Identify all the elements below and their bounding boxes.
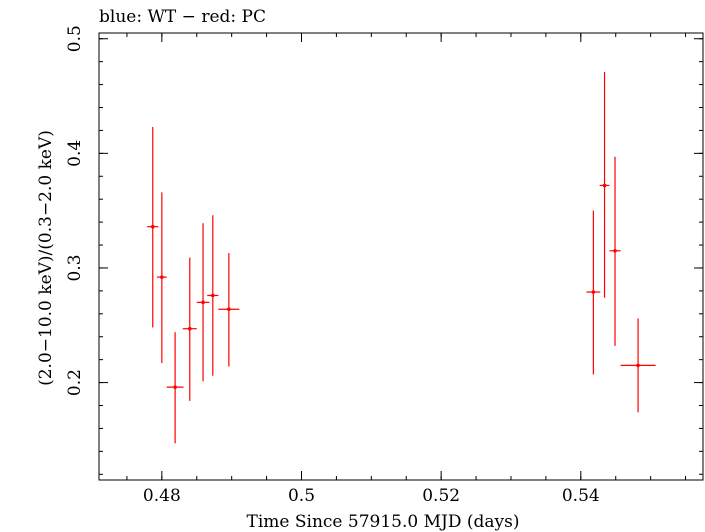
data-point	[586, 210, 601, 375]
y-axis-label: (2.0−10.0 keV)/(0.3−2.0 keV)	[36, 130, 56, 386]
data-point	[182, 257, 197, 401]
x-tick-label: 0.52	[422, 486, 460, 506]
data-point	[166, 332, 184, 444]
series-pc	[147, 71, 656, 444]
data-marker	[187, 326, 192, 331]
data-points	[147, 71, 656, 444]
data-marker	[636, 363, 640, 368]
x-tick-label: 0.54	[562, 486, 600, 506]
y-axis: 0.2 0.3 0.4 0.5	[65, 25, 703, 475]
y-tick-label: 0.3	[65, 254, 85, 281]
x-axis: 0.48 0.5 0.52 0.54	[126, 33, 687, 506]
y-tick-label: 0.4	[65, 140, 85, 167]
data-point	[196, 223, 210, 382]
data-point	[620, 318, 656, 413]
y-tick-label: 0.2	[65, 369, 85, 396]
data-marker	[613, 248, 617, 253]
data-marker	[201, 300, 205, 305]
data-marker	[227, 307, 231, 312]
data-point	[147, 126, 159, 328]
data-marker	[211, 293, 215, 298]
data-point	[218, 253, 240, 367]
data-marker	[173, 385, 177, 389]
plot-frame	[98, 32, 704, 481]
data-marker	[602, 183, 607, 188]
data-point	[207, 215, 219, 376]
data-marker	[591, 290, 596, 294]
data-point	[609, 156, 621, 346]
data-point	[156, 192, 167, 364]
data-marker	[160, 275, 164, 279]
y-tick-label: 0.5	[65, 25, 85, 52]
data-marker	[150, 224, 155, 229]
x-tick-label: 0.5	[288, 486, 315, 506]
x-axis-label: Time Since 57915.0 MJD (days)	[247, 512, 520, 532]
chart-title: blue: WT − red: PC	[99, 7, 266, 27]
data-point	[599, 71, 610, 298]
x-tick-label: 0.48	[143, 486, 181, 506]
